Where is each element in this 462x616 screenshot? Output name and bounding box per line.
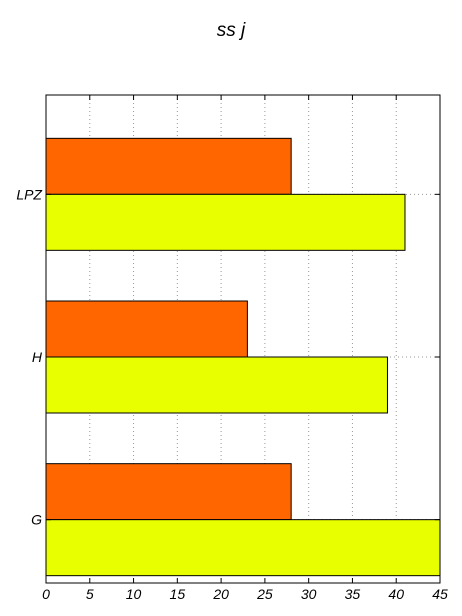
x-tick-label: 15	[170, 586, 186, 602]
plot-frame	[45, 94, 441, 584]
x-tick-label: 5	[86, 586, 94, 602]
y-tick-label: G	[31, 512, 42, 528]
bar-series-1	[45, 137, 292, 195]
bar-series-2	[45, 193, 406, 251]
chart-title: ss j	[216, 20, 246, 41]
bars	[45, 137, 441, 577]
x-tick-label: 35	[345, 586, 361, 602]
bar-series-1	[45, 463, 292, 521]
x-tick-label: 40	[388, 586, 404, 602]
tick-labels: 0 5 10 15 20 25 30 35 40 45 G H LPZ	[16, 186, 448, 602]
x-tick-label: 30	[301, 586, 317, 602]
bar-series-2	[45, 519, 441, 577]
ticks	[45, 95, 441, 583]
y-tick-label: LPZ	[16, 186, 42, 202]
x-tick-label: 0	[42, 586, 50, 602]
x-tick-label: 10	[126, 586, 142, 602]
x-tick-label: 25	[256, 586, 273, 602]
bar-series-2	[45, 356, 388, 414]
bar-series-1	[45, 300, 248, 358]
y-tick-label: H	[32, 349, 43, 365]
x-tick-label: 20	[212, 586, 229, 602]
x-tick-label: 45	[432, 586, 448, 602]
